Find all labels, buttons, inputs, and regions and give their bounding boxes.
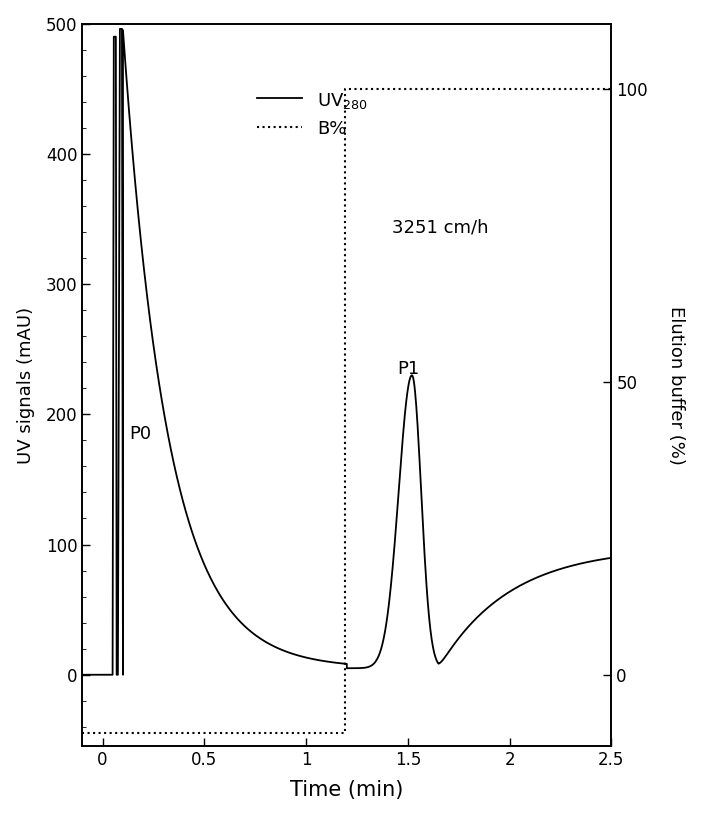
Y-axis label: UV signals (mAU): UV signals (mAU) [17, 306, 34, 463]
Text: P1: P1 [398, 359, 420, 377]
Text: P0: P0 [129, 425, 151, 443]
Y-axis label: Elution buffer (%): Elution buffer (%) [668, 306, 685, 464]
X-axis label: Time (min): Time (min) [290, 780, 404, 801]
Text: 3251 cm/h: 3251 cm/h [392, 218, 488, 236]
Legend: UV$_{280}$, B%: UV$_{280}$, B% [250, 83, 375, 145]
